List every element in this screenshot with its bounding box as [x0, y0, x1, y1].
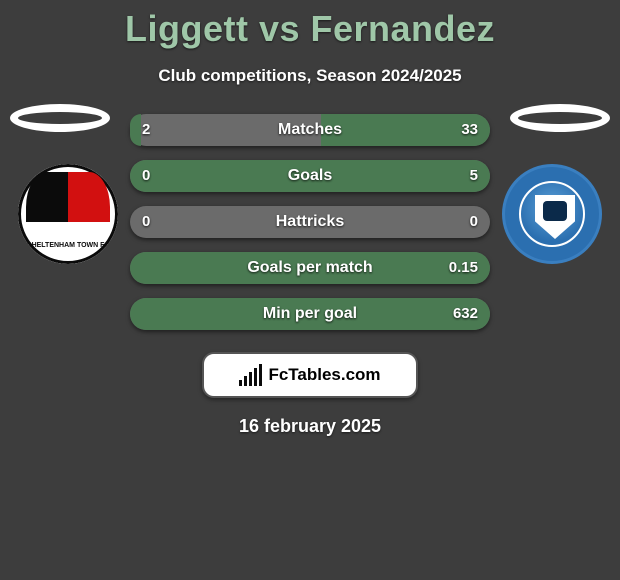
stat-value-right: 33	[461, 114, 478, 146]
peterborough-badge-icon	[502, 164, 602, 264]
ellipse-decoration-right	[510, 104, 610, 132]
stat-value-left: 2	[142, 114, 150, 146]
stat-rows: Matches233Goals05Hattricks00Goals per ma…	[130, 114, 490, 344]
stat-value-right: 0.15	[449, 252, 478, 284]
stat-row: Goals per match0.15	[130, 252, 490, 284]
stat-value-right: 0	[470, 206, 478, 238]
date: 16 february 2025	[0, 416, 620, 437]
subtitle: Club competitions, Season 2024/2025	[0, 66, 620, 86]
stat-row: Goals0 5	[130, 160, 490, 192]
stat-label: Goals	[130, 160, 490, 192]
stat-row: Matches2 33	[130, 114, 490, 146]
left-team-crest: CHELTENHAM TOWN FC	[18, 164, 118, 264]
cheltenham-badge-icon: CHELTENHAM TOWN FC	[18, 164, 118, 264]
stat-label: Hattricks	[130, 206, 490, 238]
comparison-area: CHELTENHAM TOWN FC Matches233Goals05Hatt…	[0, 114, 620, 344]
site-badge[interactable]: FcTables.com	[202, 352, 418, 398]
ellipse-decoration-left	[10, 104, 110, 132]
stat-row: Min per goal632	[130, 298, 490, 330]
stat-value-right: 632	[453, 298, 478, 330]
site-name: FcTables.com	[268, 365, 380, 385]
right-team-crest	[502, 164, 602, 264]
bar-chart-icon	[239, 364, 262, 386]
stat-value-right: 5	[470, 160, 478, 192]
stat-value-left: 0	[142, 160, 150, 192]
left-badge-text: CHELTENHAM TOWN FC	[18, 242, 118, 250]
stat-label: Min per goal	[130, 298, 490, 330]
page-title: Liggett vs Fernandez	[0, 0, 620, 50]
stat-label: Goals per match	[130, 252, 490, 284]
stat-value-left: 0	[142, 206, 150, 238]
stat-label: Matches	[130, 114, 490, 146]
comparison-card: Liggett vs Fernandez Club competitions, …	[0, 0, 620, 580]
stat-row: Hattricks0 0	[130, 206, 490, 238]
